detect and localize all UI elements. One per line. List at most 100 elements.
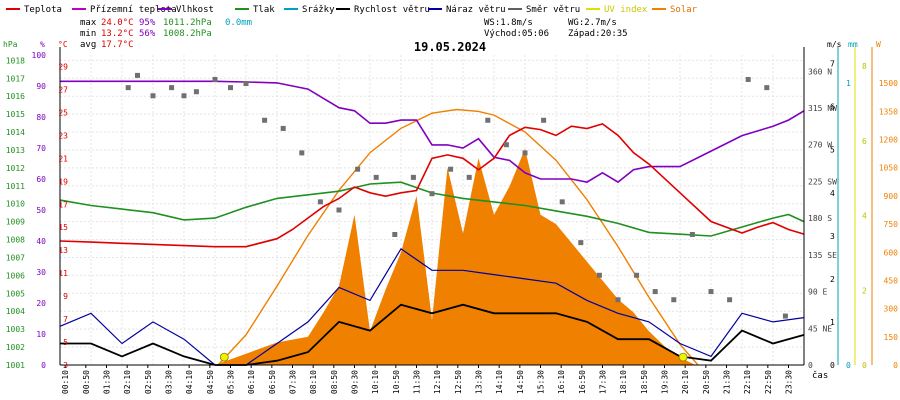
y-tick-humidity_ticks: 60 (36, 175, 46, 184)
stat-max-press: 1011.2hPa (163, 18, 212, 28)
x-tick-label: 20:10 (681, 370, 690, 394)
y-tick-humidity_ticks: 100 (32, 51, 47, 60)
x-tick-label: 14:10 (495, 370, 504, 394)
y-tick-direction: 225 SW (808, 177, 837, 186)
legend-label: Vlhkost (176, 5, 214, 15)
x-tick-label: 08:10 (309, 370, 318, 394)
y-tick-solar: 0 (893, 361, 898, 370)
x-tick-label: 14:50 (516, 370, 525, 394)
x-tick-label: 16:50 (578, 370, 587, 394)
y-tick-humidity_ticks: 90 (36, 82, 46, 91)
y-tick-direction: 135 SE (808, 251, 837, 260)
x-tick-label: 19:30 (661, 370, 670, 394)
stat-min-label: min (80, 29, 96, 39)
y-tick-temp_ticks: 29 (58, 62, 68, 71)
x-tick-label: 06:50 (268, 370, 277, 394)
x-tick-label: 17:30 (599, 370, 608, 394)
x-tick-label: 23:30 (785, 370, 794, 394)
y-tick-pressure_ticks: 1012 (6, 164, 25, 173)
y-tick-uv: 6 (862, 137, 867, 146)
stat-max-hum: 95% (139, 18, 156, 28)
x-tick-label: 08:50 (330, 370, 339, 394)
y-tick-temp_ticks: 9 (63, 292, 68, 301)
series-solar-area (215, 148, 696, 365)
y-tick-humidity_ticks: 80 (36, 113, 46, 122)
y-tick-solar: 1350 (879, 107, 898, 116)
y-tick-pressure_ticks: 1008 (6, 236, 25, 245)
x-tick-label: 18:50 (640, 370, 649, 394)
y-tick-solar: 600 (884, 248, 899, 257)
uv-marker (219, 352, 229, 362)
legend-label: Tlak (253, 5, 275, 15)
y-tick-solar: 450 (884, 276, 899, 285)
wind-direction-point (764, 85, 770, 91)
y-tick-pressure_ticks: 1001 (6, 361, 25, 370)
wind-direction-point (596, 272, 602, 278)
wind-direction-point (671, 297, 677, 303)
legend-label: Teplota (24, 5, 62, 15)
wind-direction-point (708, 289, 714, 295)
x-tick-label: 05:30 (227, 370, 236, 394)
legend-label: Směr větru (526, 5, 580, 15)
y-tick-wind: 6 (830, 103, 835, 112)
y-tick-pressure_ticks: 1009 (6, 218, 25, 227)
wind-direction-point (262, 117, 268, 123)
wind-direction-point (410, 174, 416, 180)
y-tick-pressure_ticks: 1002 (6, 343, 25, 352)
wind-direction-point (135, 72, 140, 78)
x-tick-label: 11:30 (413, 370, 422, 394)
x-tick-label: 12:50 (454, 370, 463, 394)
y-tick-temp_ticks: 17 (58, 200, 68, 209)
unit-left: hPa (3, 40, 18, 49)
wind-direction-point (181, 93, 187, 99)
x-tick-label: 10:10 (371, 370, 380, 394)
stat-avg-temp: 17.7°C (101, 40, 134, 50)
wind-direction-point (522, 150, 528, 156)
series-line-tlak (59, 181, 805, 237)
series-line-teplota (59, 123, 805, 248)
y-tick-pressure_ticks: 1010 (6, 200, 25, 209)
x-tick-label: 21:30 (723, 370, 732, 394)
y-tick-humidity_ticks: 10 (36, 330, 46, 339)
x-tick-label: 02:50 (144, 370, 153, 394)
wind-direction-point (373, 174, 379, 180)
x-tick-label: 15:30 (537, 370, 546, 394)
y-tick-wind: 3 (830, 232, 835, 241)
y-tick-solar: 1500 (879, 79, 898, 88)
y-tick-temp_ticks: 19 (58, 177, 68, 186)
y-tick-pressure_ticks: 1011 (6, 182, 25, 191)
y-tick-temp_ticks: 7 (63, 315, 68, 324)
stats-block: max 24.0°C 95% 1011.2hPa 0.0mm min 13.2°C 56% 10… (80, 18, 628, 50)
y-tick-pressure_ticks: 1017 (6, 74, 25, 83)
y-tick-humidity_ticks: 50 (36, 206, 46, 215)
y-tick-direction: 0 (808, 361, 813, 370)
stat-max-temp: 24.0°C (101, 18, 134, 28)
wind-direction-point (503, 142, 509, 148)
wind-direction-points (125, 72, 788, 362)
stat-min-hum: 56% (139, 29, 156, 39)
unit-right: W (876, 40, 881, 49)
wind-direction-point (169, 85, 175, 91)
legend-label: UV index (604, 5, 648, 15)
y-tick-solar: 300 (884, 305, 899, 314)
y-tick-wind: 5 (830, 146, 835, 155)
legend-label: Náraz větru (446, 5, 506, 15)
y-tick-wind: 0 (830, 361, 835, 370)
y-tick-pressure_ticks: 1015 (6, 110, 25, 119)
wind-direction-point (228, 85, 233, 91)
x-tick-label: 09:30 (351, 370, 360, 394)
x-tick-label: 00:10 (61, 370, 70, 394)
wind-direction-point (355, 166, 361, 172)
y-tick-wind: 4 (830, 189, 835, 198)
y-tick-rain: 1 (846, 79, 851, 88)
y-tick-wind: 1 (830, 318, 835, 327)
y-tick-uv: 2 (862, 286, 867, 295)
y-tick-pressure_ticks: 1018 (6, 56, 25, 65)
stat-min-press: 1008.2hPa (163, 29, 212, 39)
solar-area (215, 148, 696, 365)
stat-sunrise: Východ:05:06 (484, 29, 549, 39)
wind-direction-point (193, 89, 199, 95)
stat-wg: WG:2.7m/s (568, 18, 617, 28)
wind-direction-point (280, 125, 286, 131)
